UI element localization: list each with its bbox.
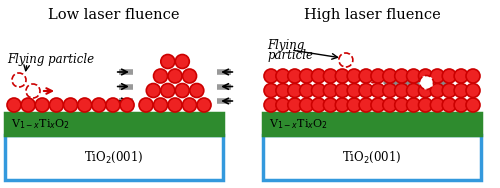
- Bar: [263, 113, 481, 135]
- Circle shape: [182, 69, 196, 83]
- Circle shape: [190, 83, 204, 98]
- Circle shape: [454, 98, 468, 112]
- Circle shape: [347, 98, 361, 112]
- Circle shape: [197, 98, 211, 112]
- Circle shape: [120, 98, 134, 112]
- Circle shape: [154, 69, 168, 83]
- Text: V$_{1-x}$Ti$_x$O$_2$: V$_{1-x}$Ti$_x$O$_2$: [11, 117, 70, 131]
- Circle shape: [21, 98, 35, 112]
- Circle shape: [276, 69, 290, 83]
- Circle shape: [300, 98, 314, 112]
- Circle shape: [454, 69, 468, 83]
- Circle shape: [161, 83, 175, 98]
- Circle shape: [466, 69, 480, 83]
- Circle shape: [288, 83, 302, 98]
- Circle shape: [288, 69, 302, 83]
- Circle shape: [300, 83, 314, 98]
- Circle shape: [383, 69, 397, 83]
- Circle shape: [7, 98, 21, 112]
- Bar: [263, 135, 481, 180]
- Circle shape: [420, 76, 434, 89]
- Text: V$_{1-x}$Ti$_x$O$_2$: V$_{1-x}$Ti$_x$O$_2$: [269, 117, 328, 131]
- Text: High laser fluence: High laser fluence: [304, 8, 440, 22]
- Circle shape: [161, 55, 175, 68]
- Circle shape: [50, 98, 64, 112]
- Circle shape: [288, 98, 302, 112]
- Circle shape: [139, 98, 153, 112]
- Circle shape: [394, 83, 408, 98]
- Circle shape: [312, 83, 326, 98]
- Circle shape: [383, 98, 397, 112]
- Circle shape: [454, 83, 468, 98]
- Circle shape: [92, 98, 106, 112]
- Circle shape: [430, 98, 444, 112]
- Circle shape: [336, 83, 349, 98]
- Text: Flying particle: Flying particle: [7, 52, 94, 65]
- Text: Flying: Flying: [267, 39, 304, 52]
- Circle shape: [371, 69, 385, 83]
- Circle shape: [359, 69, 373, 83]
- Circle shape: [339, 53, 353, 67]
- Circle shape: [347, 69, 361, 83]
- Circle shape: [36, 98, 50, 112]
- Circle shape: [383, 83, 397, 98]
- Bar: [5, 135, 223, 180]
- Circle shape: [418, 83, 432, 98]
- Circle shape: [300, 69, 314, 83]
- Circle shape: [359, 83, 373, 98]
- Text: TiO$_2$(001): TiO$_2$(001): [342, 150, 402, 165]
- Circle shape: [78, 98, 92, 112]
- Circle shape: [324, 83, 338, 98]
- Circle shape: [176, 55, 190, 68]
- Circle shape: [466, 83, 480, 98]
- Circle shape: [264, 69, 278, 83]
- Circle shape: [154, 98, 168, 112]
- Circle shape: [324, 98, 338, 112]
- Text: particle: particle: [267, 49, 313, 62]
- Circle shape: [12, 73, 26, 87]
- Circle shape: [168, 98, 182, 112]
- Circle shape: [264, 98, 278, 112]
- Circle shape: [276, 83, 290, 98]
- Circle shape: [26, 84, 40, 98]
- Circle shape: [371, 83, 385, 98]
- Bar: [5, 113, 223, 135]
- Circle shape: [394, 69, 408, 83]
- Circle shape: [442, 83, 456, 98]
- Circle shape: [466, 98, 480, 112]
- Circle shape: [418, 69, 432, 83]
- Circle shape: [176, 83, 190, 98]
- Text: Low laser fluence: Low laser fluence: [48, 8, 180, 22]
- Circle shape: [106, 98, 120, 112]
- Circle shape: [64, 98, 78, 112]
- Circle shape: [359, 98, 373, 112]
- Circle shape: [371, 98, 385, 112]
- Circle shape: [430, 83, 444, 98]
- Text: TiO$_2$(001): TiO$_2$(001): [84, 150, 144, 165]
- Circle shape: [418, 98, 432, 112]
- Circle shape: [336, 69, 349, 83]
- Circle shape: [324, 69, 338, 83]
- Circle shape: [442, 98, 456, 112]
- Circle shape: [336, 98, 349, 112]
- Circle shape: [347, 83, 361, 98]
- Circle shape: [406, 69, 420, 83]
- Circle shape: [182, 98, 196, 112]
- Circle shape: [312, 98, 326, 112]
- Circle shape: [406, 83, 420, 98]
- Circle shape: [276, 98, 290, 112]
- Circle shape: [146, 83, 160, 98]
- Circle shape: [264, 83, 278, 98]
- Circle shape: [406, 98, 420, 112]
- Circle shape: [394, 98, 408, 112]
- Circle shape: [430, 69, 444, 83]
- Circle shape: [442, 69, 456, 83]
- Circle shape: [168, 69, 182, 83]
- Circle shape: [312, 69, 326, 83]
